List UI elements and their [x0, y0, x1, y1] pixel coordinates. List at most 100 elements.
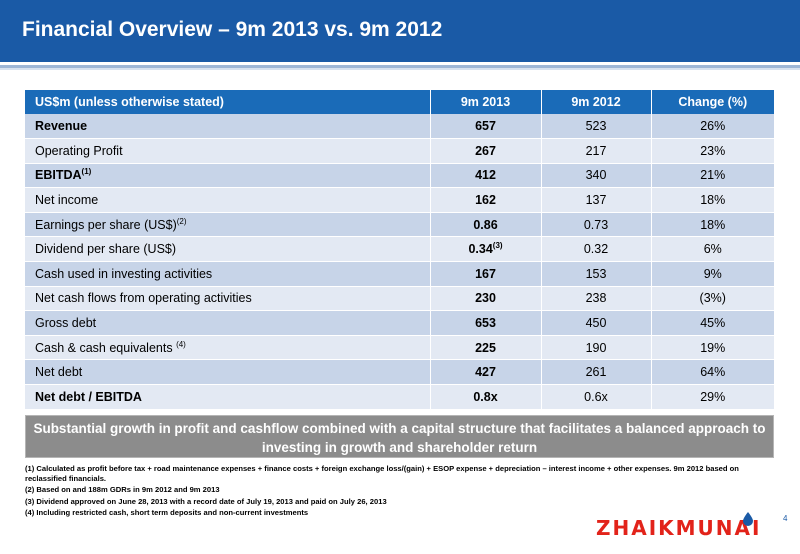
- footnote: (3) Dividend approved on June 28, 2013 w…: [25, 496, 387, 506]
- table-row: Net debt / EBITDA 0.8x 0.6x 29%: [25, 384, 774, 410]
- table-row: Revenue 657 523 26%: [25, 114, 774, 140]
- value-change: 9%: [651, 261, 774, 287]
- footnote: (1) Calculated as profit before tax + ro…: [25, 464, 739, 483]
- row-label: Revenue: [25, 114, 431, 140]
- row-label-text: Cash used in investing activities: [35, 266, 213, 281]
- company-logo: ZHAIKMUNAI: [590, 512, 770, 546]
- row-label: Net debt / EBITDA: [25, 384, 431, 410]
- value-text: 267: [475, 143, 496, 158]
- header-divider: [0, 70, 800, 71]
- value-9m-2012: 261: [541, 359, 652, 386]
- logo-wordmark: ZHAIKMUNAI: [596, 516, 762, 540]
- table-row: Net debt 427 261 64%: [25, 359, 774, 386]
- value-9m-2012: 137: [541, 187, 652, 213]
- value-text: 412: [475, 168, 496, 183]
- table-row: Gross debt 653 450 45%: [25, 310, 774, 336]
- value-9m-2013: 267: [430, 138, 542, 164]
- row-label-text: Net debt: [35, 365, 83, 380]
- footnote-marker: (4): [176, 339, 186, 349]
- table-row: Net income 162 137 18%: [25, 187, 774, 213]
- oil-drop-icon: [742, 512, 754, 531]
- value-change: 18%: [651, 187, 774, 213]
- row-label-text: Revenue: [35, 119, 88, 134]
- value-9m-2012: 217: [541, 138, 652, 164]
- header-divider: [0, 65, 800, 68]
- value-text: 653: [475, 316, 496, 331]
- value-9m-2013: 0.34(3): [430, 236, 542, 263]
- value-9m-2013: 427: [430, 359, 542, 386]
- value-9m-2012: 450: [541, 310, 652, 336]
- footnote: (4) Including restricted cash, short ter…: [25, 508, 309, 518]
- table-row: Operating Profit 267 217 23%: [25, 138, 774, 164]
- header-divider: [0, 62, 800, 65]
- value-text: 162: [475, 193, 496, 208]
- column-header: 9m 2012: [541, 90, 652, 114]
- footnote: (2) Based on and 188m GDRs in 9m 2012 an…: [25, 485, 220, 495]
- summary-banner: Substantial growth in profit and cashflo…: [25, 415, 774, 458]
- value-text: 0.34: [468, 242, 493, 257]
- table-body: Revenue 657 523 26% Operating Profit 267 217 23…: [25, 114, 774, 410]
- value-change: (3%): [651, 286, 774, 312]
- value-9m-2013: 225: [430, 335, 542, 361]
- value-change: 21%: [651, 163, 774, 189]
- footnote-marker: (2): [176, 216, 187, 226]
- value-9m-2012: 0.73: [541, 212, 652, 238]
- value-change: 6%: [651, 236, 774, 263]
- value-9m-2013: 0.86: [430, 212, 542, 238]
- value-9m-2013: 162: [430, 187, 542, 213]
- row-label-text: Gross debt: [35, 316, 97, 331]
- row-label: Net debt: [25, 359, 431, 386]
- value-9m-2012: 238: [541, 286, 652, 312]
- footnote-marker: (3): [492, 241, 503, 251]
- value-9m-2012: 0.32: [541, 236, 652, 263]
- table-row: Net cash flows from operating activities…: [25, 286, 774, 312]
- row-label: Gross debt: [25, 310, 431, 336]
- value-9m-2013: 167: [430, 261, 542, 287]
- value-text: 0.8x: [473, 389, 498, 404]
- value-text: 657: [475, 119, 496, 134]
- row-label-text: Net debt / EBITDA: [35, 389, 142, 404]
- page-number: 4: [783, 514, 788, 523]
- value-change: 26%: [651, 114, 774, 140]
- table-row: Cash used in investing activities 167 153 9…: [25, 261, 774, 287]
- row-label: Dividend per share (US$): [25, 236, 431, 263]
- value-9m-2013: 0.8x: [430, 384, 542, 410]
- row-label-text: EBITDA: [35, 168, 82, 183]
- value-change: 18%: [651, 212, 774, 238]
- row-label-text: Net cash flows from operating activities: [35, 291, 252, 306]
- value-9m-2013: 230: [430, 286, 542, 312]
- value-text: 230: [475, 291, 496, 306]
- table-row: Dividend per share (US$) 0.34(3) 0.32 6%: [25, 236, 774, 263]
- header-band: [0, 0, 800, 62]
- row-label: Operating Profit: [25, 138, 431, 164]
- row-label-text: Cash & cash equivalents: [35, 340, 177, 355]
- column-header: 9m 2013: [430, 90, 542, 114]
- row-label: Net cash flows from operating activities: [25, 286, 431, 312]
- value-9m-2012: 190: [541, 335, 652, 361]
- value-9m-2013: 653: [430, 310, 542, 336]
- footnotes: (1) Calculated as profit before tax + ro…: [25, 464, 765, 520]
- value-text: 0.86: [473, 217, 498, 232]
- value-change: 29%: [651, 384, 774, 410]
- financial-table: US$m (unless otherwise stated) 9m 2013 9…: [25, 90, 774, 410]
- value-9m-2012: 0.6x: [541, 384, 652, 410]
- row-label: EBITDA(1): [25, 163, 431, 189]
- value-text: 167: [475, 266, 496, 281]
- row-label: Earnings per share (US$)(2): [25, 212, 431, 238]
- header-divider: [0, 68, 800, 70]
- table-row: Cash & cash equivalents (4) 225 190 19%: [25, 335, 774, 361]
- footnote-marker: (1): [81, 167, 92, 177]
- page-title: Financial Overview – 9m 2013 vs. 9m 2012: [22, 18, 443, 41]
- row-label-text: Net income: [35, 193, 99, 208]
- table-row: EBITDA(1) 412 340 21%: [25, 163, 774, 189]
- row-label: Cash & cash equivalents (4): [25, 335, 431, 361]
- value-9m-2013: 657: [430, 114, 542, 140]
- value-change: 45%: [651, 310, 774, 336]
- value-9m-2012: 153: [541, 261, 652, 287]
- value-9m-2012: 340: [541, 163, 652, 189]
- value-change: 64%: [651, 359, 774, 386]
- value-text: 427: [475, 365, 496, 380]
- column-header: US$m (unless otherwise stated): [25, 90, 431, 114]
- value-9m-2013: 412: [430, 163, 542, 189]
- row-label: Cash used in investing activities: [25, 261, 431, 287]
